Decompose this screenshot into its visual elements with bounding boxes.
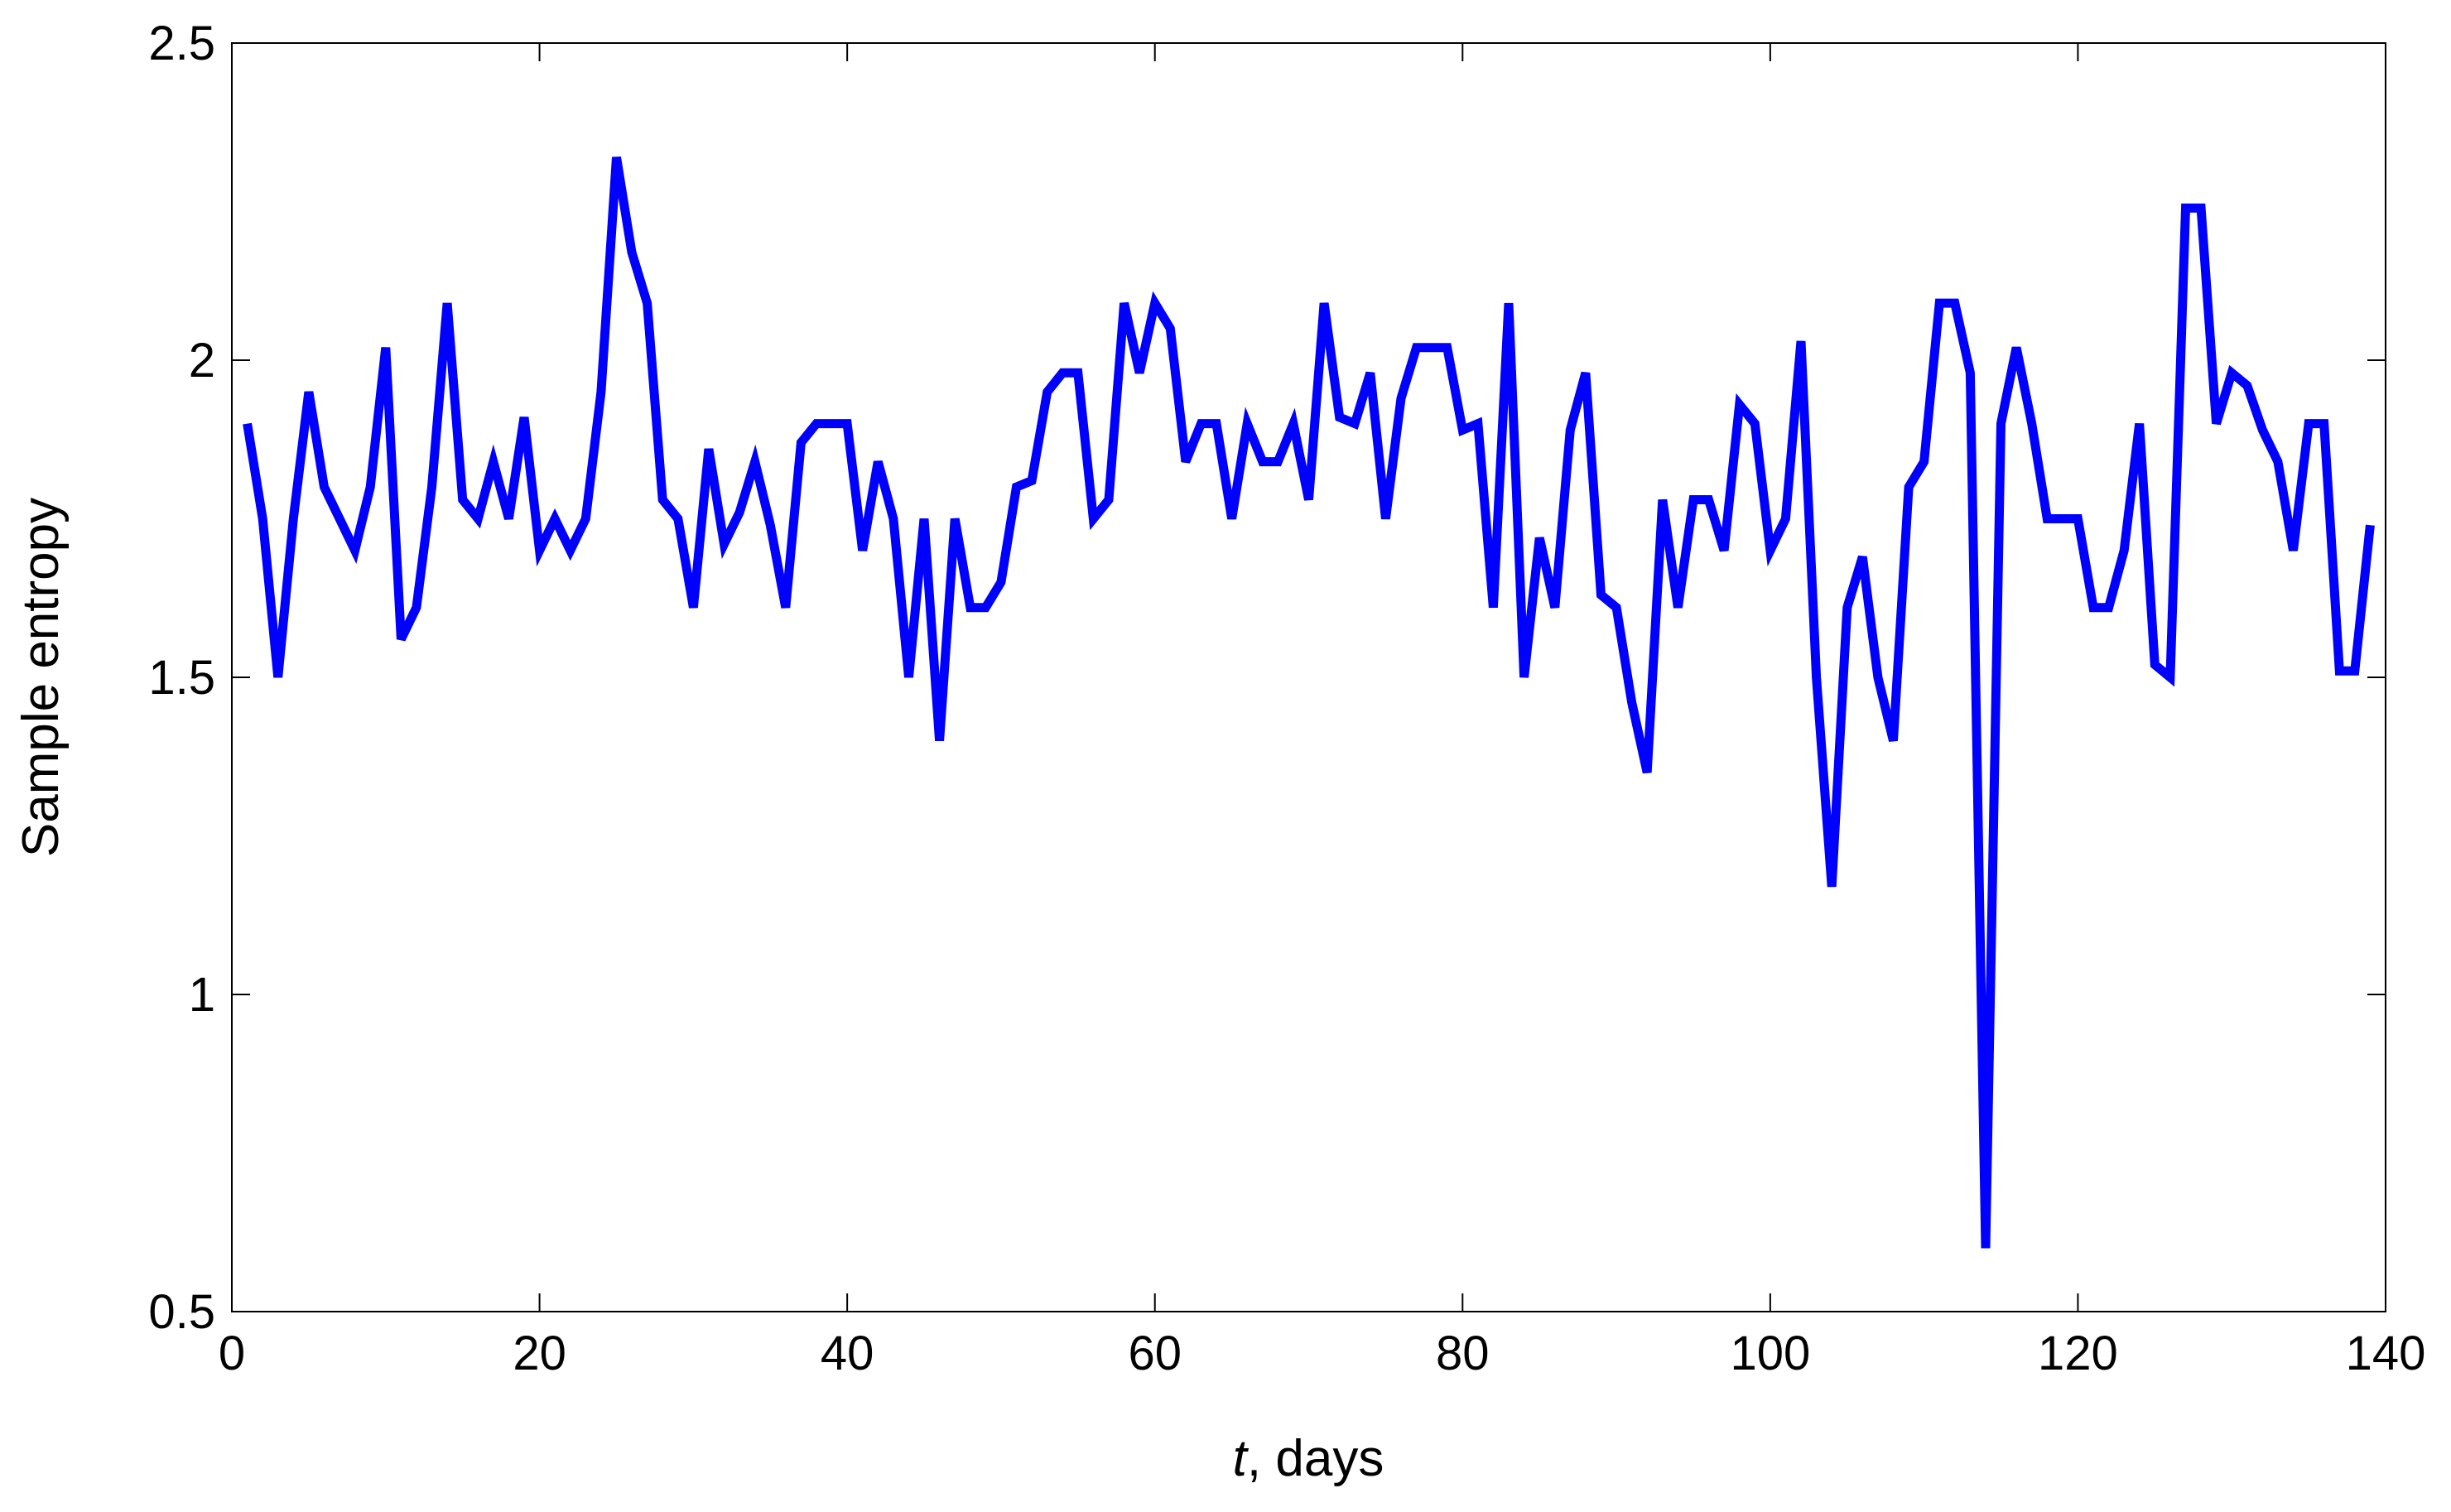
x-tick-label: 120	[2038, 1327, 2118, 1380]
x-tick-label: 60	[1128, 1327, 1182, 1380]
y-tick-labels: 0.5 1 1.5 2 2.5	[148, 17, 215, 1339]
series-line	[243, 156, 2375, 1249]
x-tick-label: 80	[1436, 1327, 1490, 1380]
y-tick-label: 1.5	[148, 651, 215, 705]
x-tick-label: 20	[513, 1327, 566, 1380]
x-tick-label: 140	[2346, 1327, 2426, 1380]
axis-ticks	[231, 42, 2386, 1312]
x-tick-label: 100	[1730, 1327, 1810, 1380]
x-tick-label: 40	[821, 1327, 874, 1380]
x-axis-label: t, days	[1233, 1430, 1384, 1487]
y-tick-label: 2.5	[148, 17, 215, 70]
plot-area	[231, 42, 2386, 1312]
y-tick-label: 1	[189, 968, 215, 1022]
y-tick-label: 2	[189, 334, 215, 388]
x-tick-label: 0	[219, 1327, 245, 1380]
y-axis-label: Sample entropy	[12, 498, 70, 857]
y-tick-label: 0.5	[148, 1285, 215, 1339]
x-tick-labels: 0 20 40 60 80 100 120 140	[219, 1327, 2426, 1380]
